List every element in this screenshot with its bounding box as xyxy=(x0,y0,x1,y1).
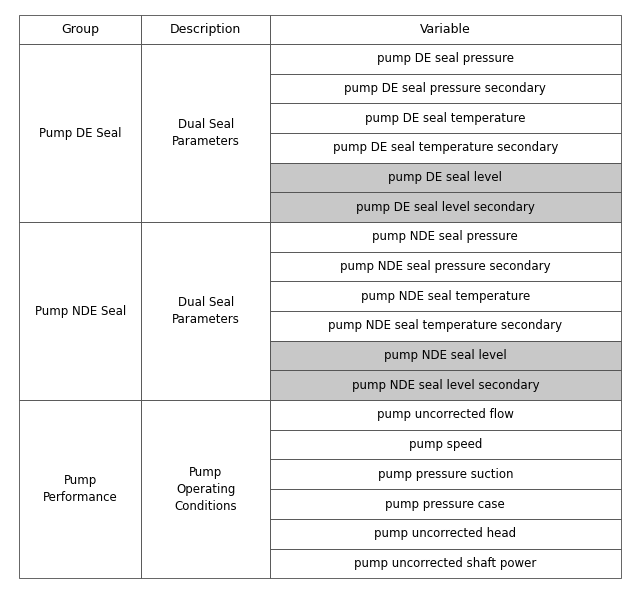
Bar xyxy=(270,222,621,252)
Bar xyxy=(270,252,621,282)
Bar xyxy=(270,371,621,400)
Bar xyxy=(270,74,621,103)
Bar xyxy=(19,15,141,44)
Bar xyxy=(270,311,621,341)
Text: pump pressure case: pump pressure case xyxy=(385,498,505,511)
Text: pump NDE seal pressure secondary: pump NDE seal pressure secondary xyxy=(340,260,550,273)
Text: pump DE seal pressure secondary: pump DE seal pressure secondary xyxy=(344,82,547,95)
Text: Group: Group xyxy=(61,23,99,36)
Bar xyxy=(141,15,270,44)
Bar xyxy=(141,222,270,400)
Bar xyxy=(270,489,621,519)
Text: Dual Seal
Parameters: Dual Seal Parameters xyxy=(172,296,239,326)
Bar xyxy=(270,193,621,222)
Bar xyxy=(19,44,141,222)
Bar xyxy=(270,549,621,578)
Text: pump DE seal pressure: pump DE seal pressure xyxy=(377,52,514,65)
Bar xyxy=(141,400,270,578)
Text: Dual Seal
Parameters: Dual Seal Parameters xyxy=(172,118,239,148)
Text: pump pressure suction: pump pressure suction xyxy=(378,468,513,481)
Text: pump NDE seal temperature secondary: pump NDE seal temperature secondary xyxy=(328,320,563,333)
Bar xyxy=(270,430,621,460)
Bar xyxy=(19,222,141,400)
Bar xyxy=(141,44,270,222)
Bar xyxy=(270,163,621,193)
Text: pump DE seal level: pump DE seal level xyxy=(388,171,502,184)
Text: pump DE seal temperature secondary: pump DE seal temperature secondary xyxy=(333,142,558,154)
Bar xyxy=(270,460,621,489)
Bar xyxy=(270,519,621,549)
Text: pump NDE seal level secondary: pump NDE seal level secondary xyxy=(351,379,539,392)
Bar xyxy=(270,15,621,44)
Bar xyxy=(270,133,621,163)
Bar xyxy=(270,282,621,311)
Bar xyxy=(270,44,621,74)
Text: pump NDE seal level: pump NDE seal level xyxy=(384,349,507,362)
Text: pump NDE seal pressure: pump NDE seal pressure xyxy=(372,231,518,244)
Text: Pump
Performance: Pump Performance xyxy=(43,474,118,504)
Bar xyxy=(270,341,621,371)
Text: pump uncorrected head: pump uncorrected head xyxy=(374,527,516,540)
Text: Pump DE Seal: Pump DE Seal xyxy=(39,127,122,139)
Text: pump NDE seal temperature: pump NDE seal temperature xyxy=(361,290,530,303)
Bar xyxy=(19,400,141,578)
Bar xyxy=(270,400,621,430)
Text: Pump NDE Seal: Pump NDE Seal xyxy=(35,305,126,318)
Text: Pump
Operating
Conditions: Pump Operating Conditions xyxy=(174,466,237,513)
Text: pump uncorrected shaft power: pump uncorrected shaft power xyxy=(354,557,536,570)
Text: pump DE seal level secondary: pump DE seal level secondary xyxy=(356,201,535,214)
Text: pump uncorrected flow: pump uncorrected flow xyxy=(377,409,514,422)
Text: pump speed: pump speed xyxy=(409,438,482,451)
Bar xyxy=(270,103,621,133)
Text: Description: Description xyxy=(170,23,241,36)
Text: Variable: Variable xyxy=(420,23,470,36)
Text: pump DE seal temperature: pump DE seal temperature xyxy=(365,112,525,125)
